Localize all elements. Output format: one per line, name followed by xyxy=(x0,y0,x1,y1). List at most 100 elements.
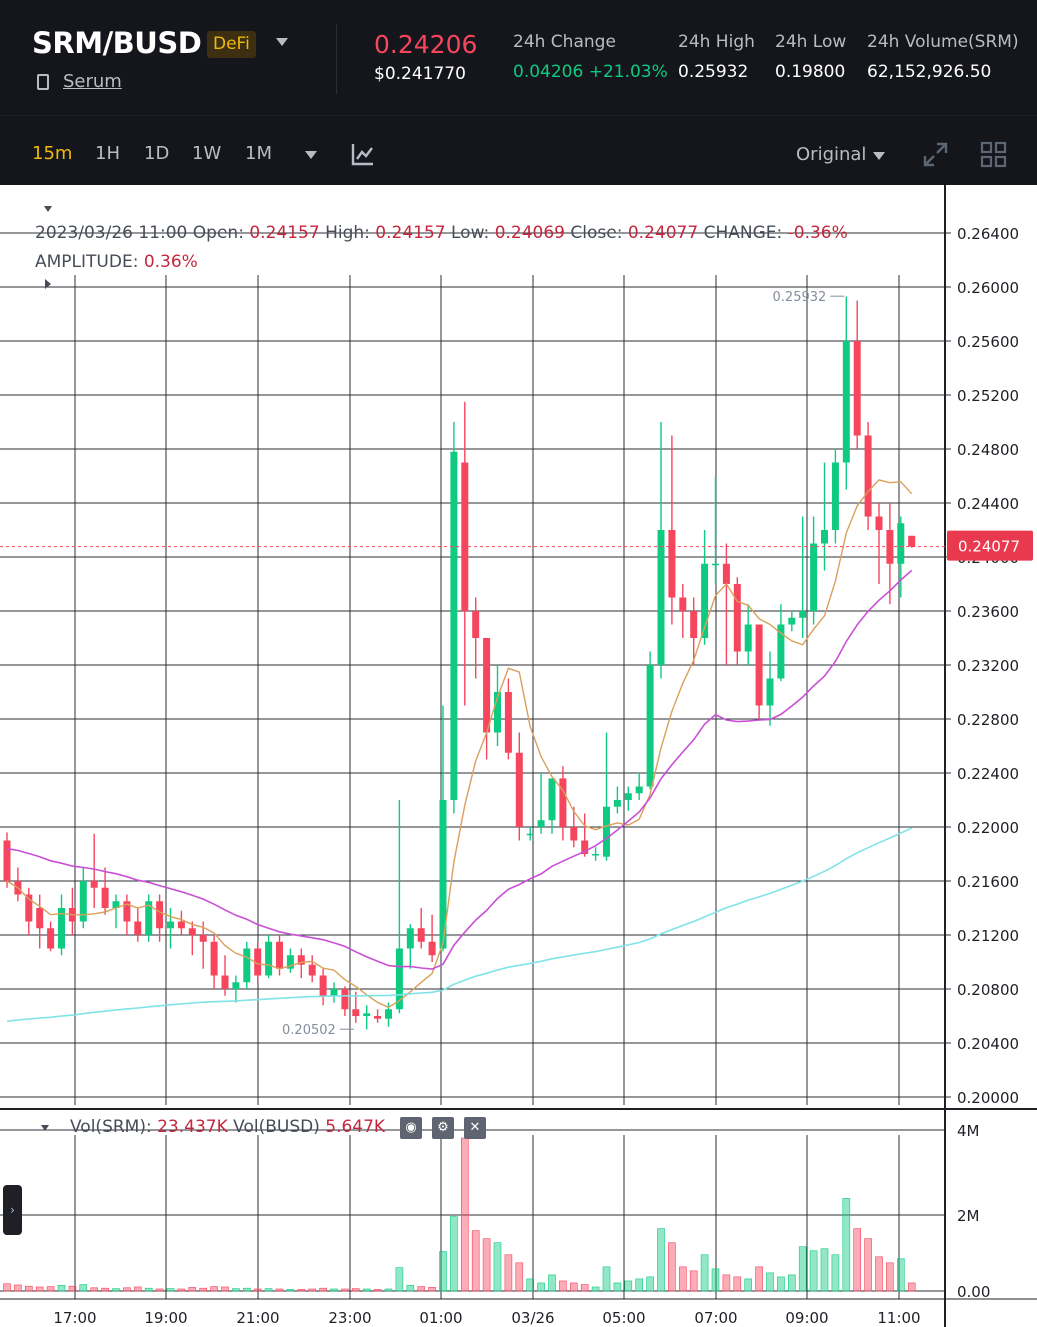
pair-title[interactable]: SRM/BUSD xyxy=(32,26,202,60)
candle-body xyxy=(145,901,153,935)
volume-bar xyxy=(907,1282,916,1292)
candle-body xyxy=(559,778,567,827)
candle-body xyxy=(319,975,327,996)
stat-label-low: 24h Low xyxy=(775,32,847,52)
stat-value-high: 0.25932 xyxy=(678,62,749,82)
candle-body xyxy=(36,908,44,929)
candle-body xyxy=(101,887,109,908)
candle-body xyxy=(722,563,730,584)
volume-bar xyxy=(351,1288,360,1292)
chart-canvas[interactable]: 0.26400 0.26000 0.25600 0.25200 0.24800 0.244… xyxy=(0,185,1037,1327)
volume-bar xyxy=(678,1266,687,1292)
chevron-down-icon[interactable] xyxy=(873,152,885,160)
price-axis-label: 0.21600 xyxy=(957,873,1019,891)
ohlc-high-label: High: xyxy=(325,223,370,243)
candle-body xyxy=(243,948,251,983)
candle-body xyxy=(897,523,905,564)
candle-body xyxy=(635,786,643,794)
timeframe-1d[interactable]: 1D xyxy=(144,143,170,164)
eye-icon[interactable]: ◉ xyxy=(400,1117,422,1139)
ohlc-info: 2023/03/26 11:00 Open: 0.24157 High: 0.2… xyxy=(35,219,915,277)
timeframe-15m[interactable]: 15m xyxy=(32,143,73,164)
candle-body xyxy=(58,908,65,949)
ohlc-open-label: Open: xyxy=(192,223,244,243)
ohlc-close: 0.24077 xyxy=(627,223,699,243)
volume-axis-label: 4M xyxy=(957,1122,980,1140)
candle-body xyxy=(439,800,447,949)
volume-bar xyxy=(613,1282,622,1292)
ohlc-low-label: Low: xyxy=(451,223,490,243)
volume-bar xyxy=(526,1278,535,1292)
volume-bar xyxy=(134,1286,142,1292)
current-price-label: 0.24077 xyxy=(958,538,1020,556)
candle-body xyxy=(90,881,98,888)
volume-bar xyxy=(777,1276,785,1292)
candle-body xyxy=(853,341,861,436)
chart-toolbar: 15m 1H 1D 1W 1M Original xyxy=(0,115,1037,185)
candle-body xyxy=(395,948,403,1010)
candle-body xyxy=(3,840,11,881)
document-icon xyxy=(37,74,49,90)
volume-bar xyxy=(90,1287,98,1292)
candle-body xyxy=(461,462,469,611)
candle-body xyxy=(679,597,687,611)
chevron-down-icon[interactable] xyxy=(305,151,317,159)
volume-bar xyxy=(460,1137,469,1292)
candle-body xyxy=(450,451,458,800)
stat-label-high: 24h High xyxy=(678,32,755,52)
project-link[interactable]: Serum xyxy=(63,71,122,92)
candle-body xyxy=(908,535,916,547)
volume-bar xyxy=(482,1238,491,1292)
volume-bar xyxy=(504,1254,513,1292)
candle-body xyxy=(526,833,534,836)
volume-bar xyxy=(700,1254,709,1292)
volume-bar xyxy=(14,1284,22,1292)
candle-body xyxy=(221,975,229,989)
volume-bar xyxy=(569,1282,578,1292)
last-price: 0.24206 xyxy=(374,30,478,59)
price-axis-label: 0.22000 xyxy=(957,819,1019,837)
volume-bar xyxy=(722,1274,731,1292)
volume-bar xyxy=(428,1287,436,1292)
close-icon[interactable]: ✕ xyxy=(464,1117,486,1139)
stat-value-volume: 62,152,926.50 xyxy=(867,62,992,82)
candle-body xyxy=(188,928,196,935)
candle-body xyxy=(701,563,709,638)
volume-bar xyxy=(395,1267,404,1292)
volume-bar xyxy=(286,1289,295,1292)
side-panel-handle[interactable]: › xyxy=(3,1185,22,1235)
candle-body xyxy=(276,941,283,969)
volume-bar xyxy=(46,1286,55,1292)
price-axis-label: 0.23600 xyxy=(957,603,1019,621)
volume-bar xyxy=(264,1288,273,1292)
grid-layout-icon[interactable] xyxy=(980,141,1007,168)
candle-body xyxy=(417,928,425,942)
chevron-down-icon[interactable] xyxy=(276,38,288,46)
time-axis-label: 01:00 xyxy=(419,1309,462,1327)
candle-body xyxy=(831,462,839,530)
candle-body xyxy=(581,840,589,854)
volume-bar xyxy=(820,1248,829,1292)
price-axis-label: 0.22800 xyxy=(957,711,1019,729)
candle-body xyxy=(79,881,87,922)
volume-bar xyxy=(101,1287,109,1292)
timeframe-1m[interactable]: 1M xyxy=(245,143,272,164)
volume-bar xyxy=(842,1198,851,1292)
volume-bar xyxy=(591,1286,600,1292)
candle-body xyxy=(254,948,262,976)
timeframe-1w[interactable]: 1W xyxy=(192,143,222,164)
candlestick-chart[interactable]: 0.26400 0.26000 0.25600 0.25200 0.24800 0.244… xyxy=(0,185,1037,1327)
volume-bar xyxy=(166,1288,175,1292)
view-mode-select[interactable]: Original xyxy=(796,144,867,165)
settings-icon[interactable]: ⚙ xyxy=(432,1117,454,1139)
time-axis-label: 23:00 xyxy=(328,1309,371,1327)
expand-icon[interactable] xyxy=(922,141,949,168)
candle-body xyxy=(330,989,338,996)
timeframe-1h[interactable]: 1H xyxy=(95,143,120,164)
volume-bar xyxy=(450,1216,458,1292)
candle-body xyxy=(570,827,578,841)
indicator-icon[interactable] xyxy=(351,142,375,166)
volume-bar xyxy=(668,1242,676,1292)
price-axis-label: 0.25200 xyxy=(957,387,1019,405)
price-axis-label: 0.24400 xyxy=(957,495,1019,513)
